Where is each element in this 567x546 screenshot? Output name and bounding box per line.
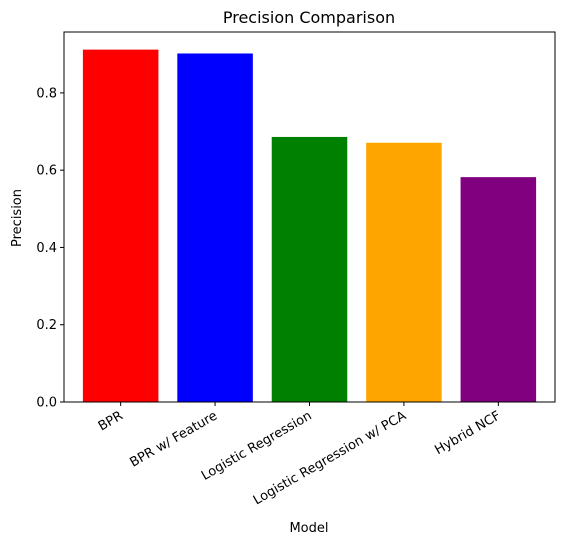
y-tick-label-3: 0.6: [36, 164, 57, 179]
x-tick-label-4: Hybrid NCF: [432, 408, 503, 458]
plot-frame: [63, 31, 556, 403]
x-tick-label-3: Logistic Regression w/ PCA: [251, 408, 409, 508]
y-tick-label-2: 0.4: [36, 241, 57, 256]
y-tick-label-4: 0.8: [36, 86, 57, 101]
bar-1: [177, 53, 253, 402]
bar-4: [460, 177, 537, 402]
y-tick-label-1: 0.2: [36, 318, 57, 333]
x-tick-label-0: BPR: [96, 408, 126, 434]
x-tick-label-1: BPR w/ Feature: [128, 408, 221, 470]
y-tick-label-0: 0.0: [36, 396, 57, 411]
bar-3: [366, 142, 442, 403]
chart-title: Precision Comparison: [223, 8, 395, 27]
bar-0: [82, 49, 159, 402]
bar-2: [271, 136, 348, 402]
y-axis-label: Precision: [10, 189, 25, 247]
x-axis-label: Model: [289, 521, 328, 536]
